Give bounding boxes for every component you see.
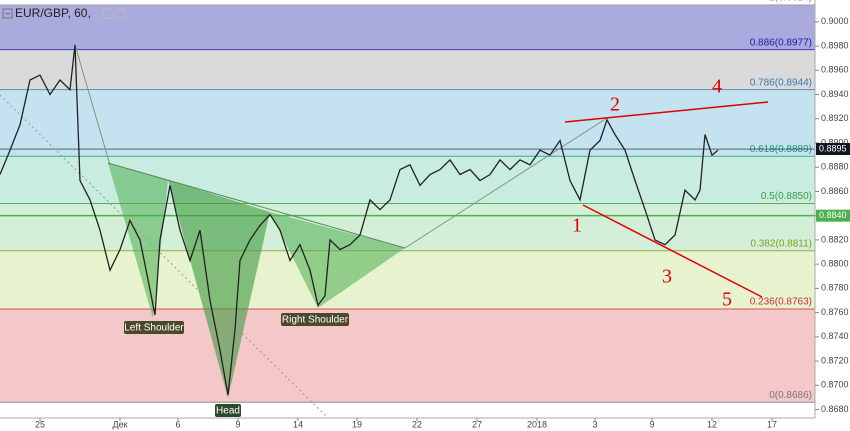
axes: 0.90000.89800.89600.89400.89200.89000.88… <box>35 16 850 429</box>
wave-label: 5 <box>722 289 732 311</box>
y-tick-label: 0.8760 <box>821 307 849 317</box>
y-tick-label: 0.8860 <box>821 186 849 196</box>
icon <box>2 8 13 19</box>
trend-line <box>74 44 111 166</box>
x-tick-label: 25 <box>35 419 45 429</box>
chart-title: EUR/GBP, 60, <box>15 6 91 20</box>
y-tick-label: 0.8740 <box>821 331 849 341</box>
label-box <box>281 313 349 326</box>
y-tick-label: 0.8680 <box>821 404 849 414</box>
trend-line <box>404 117 608 249</box>
x-tick-label: 22 <box>412 419 422 429</box>
y-tick-label: 0.8700 <box>821 380 849 390</box>
price-label-box <box>816 209 850 222</box>
y-tick-label: 0.8980 <box>821 40 849 50</box>
fib-label: 0.886(0.8977) <box>750 37 812 48</box>
fib-label: 0(0.8686) <box>769 390 812 401</box>
x-tick-label: Дек <box>112 419 127 429</box>
fib-band <box>0 49 815 90</box>
red-trend-line <box>582 204 763 298</box>
pattern-triangle <box>108 163 168 318</box>
fib-label: 0.382(0.8811) <box>750 238 812 249</box>
icon <box>115 8 126 19</box>
fib-band <box>0 308 815 403</box>
trend-line <box>107 162 406 249</box>
wave-label: 1 <box>572 215 582 237</box>
label-box <box>215 404 241 417</box>
fib-band <box>0 4 815 50</box>
red-trend-line <box>564 101 769 123</box>
x-tick-label: 9 <box>235 419 240 429</box>
x-tick-label: 17 <box>767 419 777 429</box>
fib-band <box>0 250 815 309</box>
wave-label: 4 <box>712 76 722 98</box>
y-tick-label: 0.8940 <box>821 89 849 99</box>
y-tick-label: 0.8800 <box>821 259 849 269</box>
fib-label: 0.5(0.8850) <box>761 191 812 202</box>
series <box>0 44 719 396</box>
x-tick-label: 9 <box>649 419 654 429</box>
icon <box>102 8 113 19</box>
fib-label: 0.618(0.8889) <box>750 144 812 155</box>
pattern-shapes <box>0 44 769 421</box>
y-tick-label: 0.8880 <box>821 162 849 172</box>
wave-label: 3 <box>662 266 672 288</box>
price-line-series <box>0 44 719 396</box>
x-tick-label: 3 <box>592 419 597 429</box>
fib-label: 1(0.9014) <box>769 0 812 3</box>
x-tick-label: 6 <box>175 419 180 429</box>
y-tick-label: 0.8780 <box>821 283 849 293</box>
pattern-triangle <box>168 180 270 398</box>
fib-band <box>0 89 815 157</box>
wave-label: 2 <box>610 94 620 116</box>
x-tick-label: 19 <box>352 419 362 429</box>
y-tick-label: 0.8900 <box>821 137 849 147</box>
x-tick-label: 12 <box>707 419 717 429</box>
x-tick-label: 27 <box>472 419 482 429</box>
pattern-triangle <box>270 212 405 308</box>
label-box <box>124 321 184 334</box>
fib-label: 0.236(0.8763) <box>750 297 812 308</box>
pattern-label: Head <box>216 406 240 417</box>
trend-line <box>0 94 331 421</box>
price-label: 0.8895 <box>819 143 847 153</box>
price-label: 0.8840 <box>819 210 847 220</box>
y-tick-label: 0.8960 <box>821 65 849 75</box>
x-tick-label: 2018 <box>527 419 547 429</box>
y-tick-label: 0.8720 <box>821 355 849 365</box>
price-label-box <box>816 143 850 156</box>
time-axis <box>0 418 815 431</box>
pattern-label: Left Shoulder <box>124 323 184 334</box>
pattern-label: Right Shoulder <box>282 315 349 326</box>
y-tick-label: 0.8820 <box>821 234 849 244</box>
fib-label: 0.786(0.8944) <box>750 77 812 88</box>
y-tick-label: 0.8920 <box>821 113 849 123</box>
x-tick-label: 14 <box>293 419 303 429</box>
y-tick-label: 0.9000 <box>821 16 849 26</box>
